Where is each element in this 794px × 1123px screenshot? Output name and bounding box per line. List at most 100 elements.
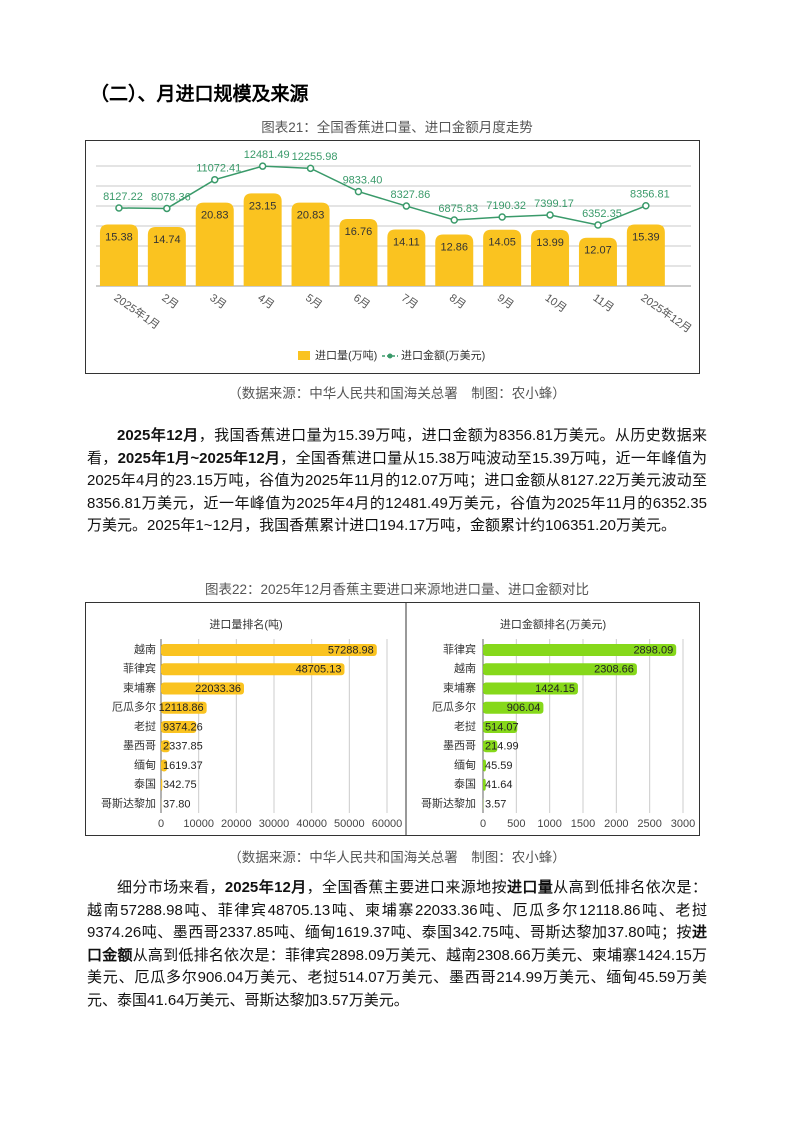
data-label: 12.86 (440, 241, 468, 253)
data-label: 2898.09 (633, 644, 673, 656)
legend-swatch (387, 353, 393, 359)
data-label: 7399.17 (534, 198, 574, 210)
x-tick-label: 6月 (351, 292, 372, 312)
bar (291, 202, 330, 286)
data-label: 20.83 (201, 210, 229, 222)
point (211, 175, 219, 184)
data-label: 1619.37 (163, 760, 203, 772)
text-run: 进口量 (507, 879, 554, 896)
source-note: （数据来源：中华人民共和国海关总署 制图：农小蜂） (228, 386, 566, 401)
x-tick-label: 60000 (372, 818, 403, 830)
data-label: 6875.83 (438, 203, 478, 215)
legend-label: 进口量(万吨) (315, 349, 377, 362)
bar (626, 224, 665, 286)
data-label: 8078.36 (151, 191, 191, 203)
x-tick-label: 50000 (334, 818, 365, 830)
x-tick-label: 2025年1月 (112, 290, 163, 332)
x-tick-label: 3月 (207, 292, 228, 312)
x-tick-label: 2月 (159, 292, 180, 312)
point (642, 202, 650, 210)
data-label: 1424.15 (535, 683, 575, 695)
data-label: 12481.49 (244, 149, 290, 161)
x-tick-label: 20000 (221, 818, 252, 830)
point (115, 204, 123, 212)
data-label: 57288.98 (328, 644, 374, 656)
data-label: 16.76 (345, 226, 373, 238)
figure-caption: 图表22：2025年12月香蕉主要进口来源地进口量、进口金额对比 (204, 582, 590, 597)
y-tick-label: 泰国 (454, 777, 476, 791)
data-label: 9374.26 (163, 721, 203, 733)
bar (387, 229, 426, 286)
point (546, 211, 554, 219)
paragraph: 2025年12月，我国香蕉进口量为15.39万吨，进口金额为8356.81万美元… (87, 425, 707, 538)
data-label: 9833.40 (343, 175, 383, 187)
x-tick-label: 8月 (447, 292, 468, 312)
x-tick-label: 4月 (255, 292, 276, 312)
text-run: ，全国香蕉主要进口来源地按 (306, 879, 507, 896)
x-tick-label: 9月 (495, 292, 516, 312)
data-label: 37.80 (163, 798, 191, 810)
point (450, 216, 458, 224)
x-tick-label: 0 (480, 818, 486, 830)
bar (483, 759, 487, 772)
data-label: 2308.66 (594, 664, 634, 676)
point (402, 202, 411, 210)
y-tick-label: 老挝 (134, 719, 156, 733)
text-run: ，我国香蕉进口量为15.39万吨，进口金额为8356.81万美元。从历史数据来看… (87, 427, 707, 467)
data-label: 12118.86 (159, 702, 204, 714)
y-tick-label: 哥斯达黎加 (101, 796, 156, 810)
legend-label: 进口金额(万美元) (401, 348, 485, 362)
bar-charts: 进口量排名(吨)0 10000 20000 30000 40000 50000 60000越… (85, 602, 700, 836)
y-tick-label: 缅甸 (134, 757, 156, 771)
bar (483, 644, 677, 656)
data-label: 14.11 (393, 236, 420, 248)
x-tick-label: 10月 (543, 292, 569, 315)
data-label: 342.75 (163, 779, 197, 791)
point (498, 213, 506, 221)
bar (483, 721, 518, 733)
x-tick-label: 10000 (183, 818, 214, 830)
text-run: ，全国香蕉进口量从15.38万吨波动至15.39万吨，近一年峰值为2025年4月… (87, 449, 707, 535)
bar (99, 224, 138, 286)
y-tick-label: 墨西哥 (443, 739, 476, 752)
data-label: 48705.13 (296, 664, 342, 676)
y-tick-label: 越南 (454, 661, 476, 675)
bar (483, 778, 486, 791)
y-tick-label: 厄瓜多尔 (112, 700, 156, 714)
x-tick-label: 2500 (637, 818, 661, 830)
x-tick-label: 3000 (671, 818, 695, 830)
x-tick-label: 7月 (399, 292, 420, 312)
x-tick-label: 11月 (591, 292, 616, 315)
data-label: 11072.41 (196, 163, 241, 175)
data-label: 45.59 (485, 760, 513, 772)
y-tick-label: 泰国 (134, 777, 156, 791)
data-label: 2337.85 (163, 741, 203, 753)
line (118, 165, 647, 226)
bar (531, 230, 570, 286)
data-label: 22033.36 (195, 683, 241, 695)
y-tick-label: 老挝 (454, 719, 476, 733)
data-label: 906.04 (507, 702, 541, 714)
data-label: 14.74 (153, 234, 181, 246)
text-run: 细分市场来看， (117, 879, 225, 896)
data-label: 214.99 (485, 741, 519, 753)
bar (161, 644, 377, 656)
bar (483, 701, 544, 714)
point (354, 187, 363, 196)
bar (161, 701, 207, 714)
source-note: （数据来源：中华人民共和国海关总署 制图：农小蜂） (228, 850, 566, 865)
x-tick-label: 1000 (537, 818, 561, 830)
x-tick-label: 30000 (259, 818, 290, 830)
chart-title: 图表21：全国香蕉进口量、进口金额月度走势 (261, 120, 533, 135)
bar (483, 682, 578, 695)
y-tick-label: 哥斯达黎加 (421, 796, 476, 810)
y-tick-label: 柬埔寨 (443, 680, 476, 694)
point (258, 162, 267, 170)
x-tick-label: 40000 (296, 818, 327, 830)
text-run: 从高到低排名依次是：菲律宾2898.09万美元、越南2308.66万美元、柬埔寨… (87, 946, 707, 1009)
bar (578, 237, 617, 286)
y-tick-label: 菲律宾 (123, 661, 156, 675)
y-tick-label: 墨西哥 (123, 739, 156, 752)
section-title: （二）、月进口规模及来源 (90, 84, 309, 105)
